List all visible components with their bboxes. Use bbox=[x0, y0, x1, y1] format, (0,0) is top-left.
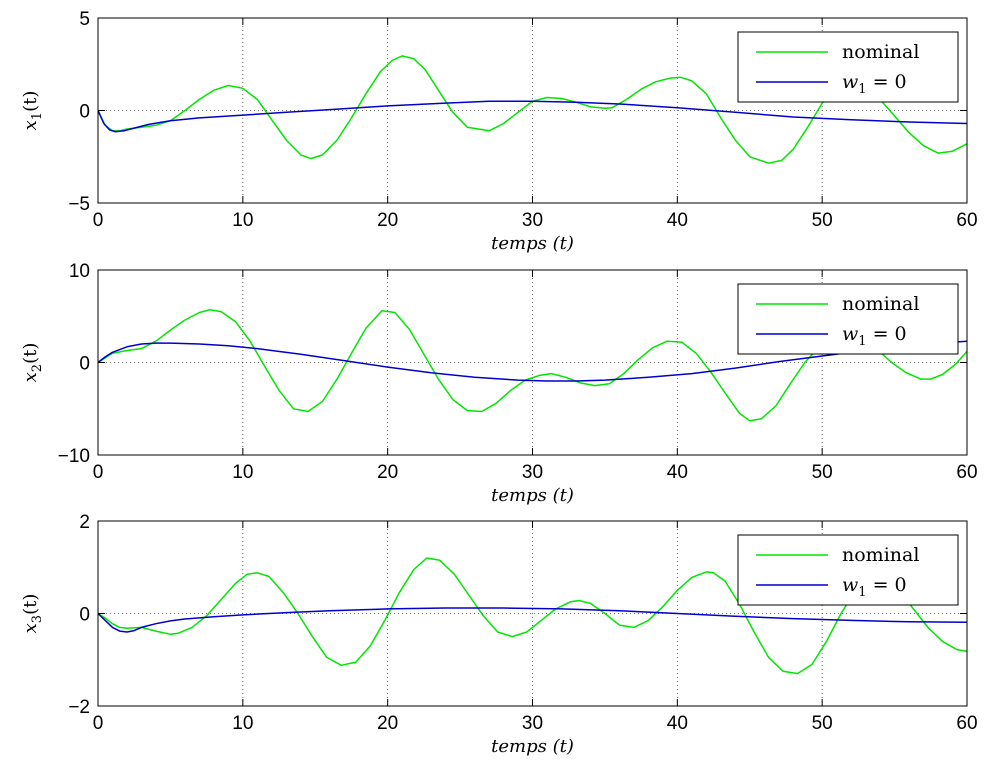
y-tick-label: 0 bbox=[79, 605, 90, 626]
legend-box bbox=[737, 534, 959, 606]
x-tick-label: 0 bbox=[93, 210, 104, 231]
x-axis-label: temps (t) bbox=[491, 736, 574, 757]
x-tick-label: 40 bbox=[667, 462, 688, 483]
legend-label: w1 = 0 bbox=[842, 71, 907, 97]
y-tick-label: 5 bbox=[79, 9, 90, 30]
x-axis-label: temps (t) bbox=[491, 485, 574, 506]
legend: nominal w1 = 0 bbox=[737, 534, 959, 606]
series-line-nominal bbox=[97, 55, 968, 164]
y-axis-label: x1(t) bbox=[20, 91, 45, 131]
x-tick-label: 60 bbox=[956, 462, 977, 483]
legend-label: nominal bbox=[842, 41, 919, 63]
x-tick-label: 10 bbox=[232, 462, 253, 483]
y-tick-label: −2 bbox=[68, 697, 90, 718]
legend-label: nominal bbox=[842, 293, 919, 315]
y-tick-label: 0 bbox=[79, 354, 90, 375]
x-tick-label: 50 bbox=[812, 462, 833, 483]
y-tick-label: 2 bbox=[79, 512, 90, 533]
legend-box bbox=[737, 283, 959, 355]
x-tick-label: 30 bbox=[522, 210, 543, 231]
x-tick-label: 40 bbox=[667, 210, 688, 231]
legend: nominal w1 = 0 bbox=[737, 31, 959, 103]
x-axis-label: temps (t) bbox=[491, 233, 574, 254]
x-tick-label: 50 bbox=[812, 713, 833, 734]
x-tick-label: 60 bbox=[956, 210, 977, 231]
x-tick-label: 10 bbox=[232, 210, 253, 231]
y-tick-label: 10 bbox=[69, 261, 90, 282]
x-tick-label: 30 bbox=[522, 462, 543, 483]
y-axis-label: x3(t) bbox=[20, 594, 45, 634]
legend-box bbox=[737, 31, 959, 103]
x-tick-label: 10 bbox=[232, 713, 253, 734]
y-tick-label: 0 bbox=[79, 102, 90, 123]
series-line-w1-zero bbox=[97, 340, 968, 382]
x-tick-label: 20 bbox=[377, 462, 398, 483]
x-tick-label: 30 bbox=[522, 713, 543, 734]
legend-label: w1 = 0 bbox=[842, 323, 907, 349]
y-axis-label: x2(t) bbox=[20, 343, 45, 383]
y-tick-label: −10 bbox=[58, 446, 90, 467]
series-line-nominal bbox=[97, 557, 968, 675]
x-tick-label: 60 bbox=[956, 713, 977, 734]
x-tick-label: 20 bbox=[377, 210, 398, 231]
series-line-w1-zero bbox=[97, 607, 968, 633]
x-tick-label: 0 bbox=[93, 713, 104, 734]
x-tick-label: 50 bbox=[812, 210, 833, 231]
legend: nominal w1 = 0 bbox=[737, 283, 959, 355]
x-tick-label: 0 bbox=[93, 462, 104, 483]
x-tick-label: 20 bbox=[377, 713, 398, 734]
y-tick-label: −5 bbox=[68, 194, 90, 215]
legend-label: w1 = 0 bbox=[842, 574, 907, 600]
series-line-w1-zero bbox=[97, 100, 968, 133]
legend-label: nominal bbox=[842, 544, 919, 566]
x-tick-label: 40 bbox=[667, 713, 688, 734]
